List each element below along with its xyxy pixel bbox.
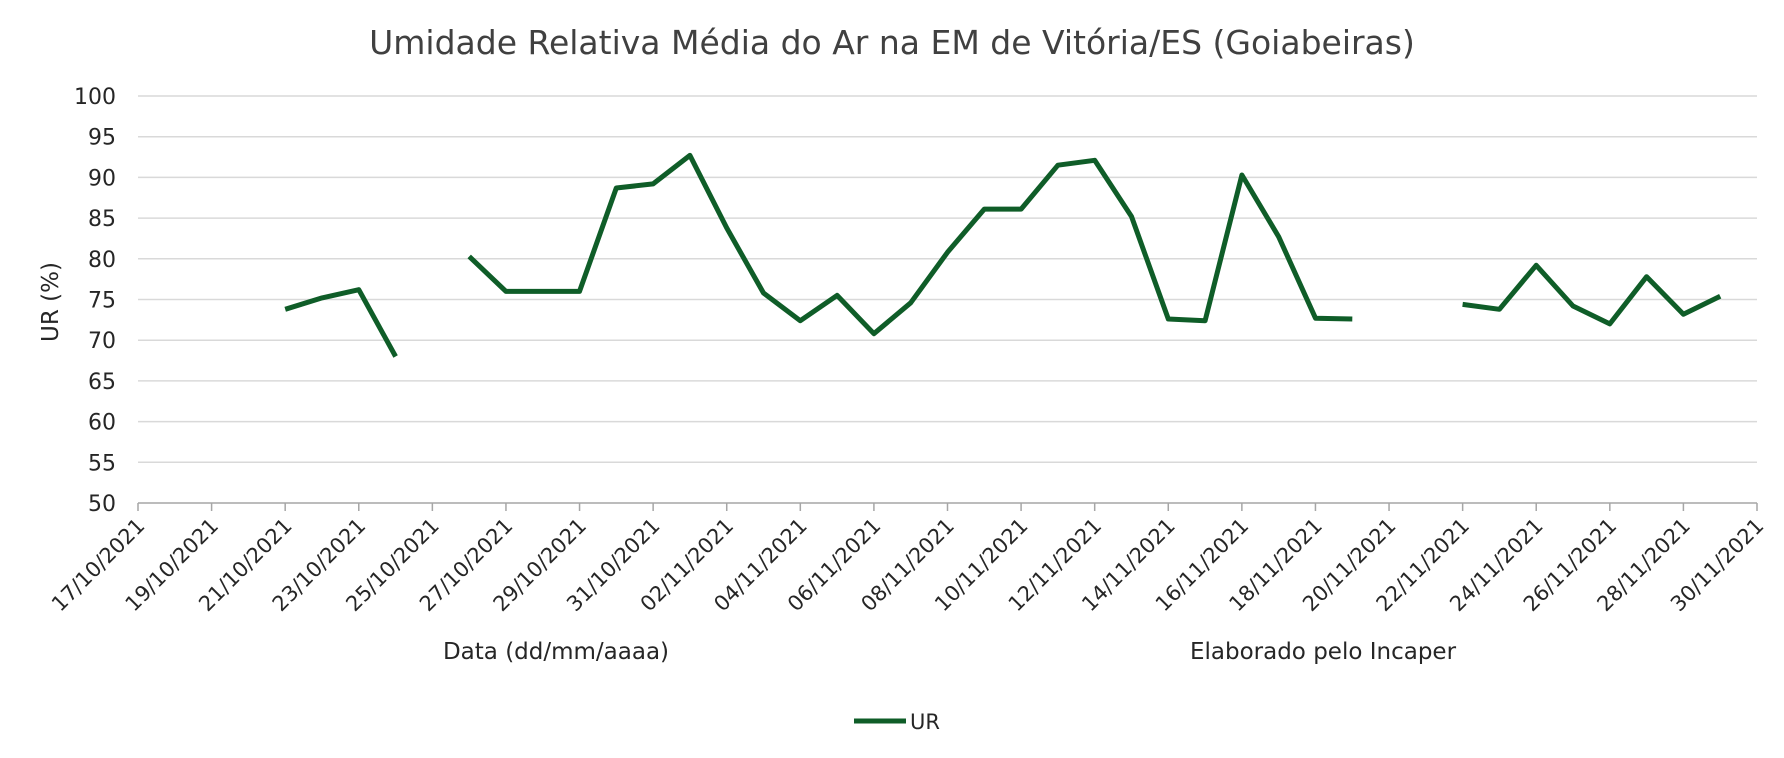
legend-label: UR [910, 710, 940, 734]
y-axis-label: UR (%) [38, 262, 64, 342]
series-line-segment [1462, 262, 1722, 327]
y-tick-label: 50 [88, 492, 116, 517]
y-tick-label: 65 [88, 370, 116, 395]
y-tick-label: 95 [88, 126, 116, 151]
y-tick-label: 70 [88, 329, 116, 354]
series-lines [284, 152, 1722, 358]
x-axis-ticks: 17/10/202119/10/202121/10/202123/10/2021… [47, 503, 1769, 616]
chart-title: Umidade Relativa Média do Ar na EM de Vi… [369, 23, 1415, 62]
y-tick-label: 90 [88, 166, 116, 191]
x-axis-label: Data (dd/mm/aaaa) [443, 639, 669, 665]
y-tick-label: 100 [74, 85, 116, 110]
series-line-segment [467, 152, 1353, 337]
gridlines [138, 95, 1757, 464]
legend: UR [854, 710, 940, 734]
series-line-segment [284, 287, 398, 358]
y-tick-label: 80 [88, 248, 116, 273]
y-tick-label: 55 [88, 451, 116, 476]
source-note: Elaborado pelo Incaper [1190, 639, 1457, 665]
y-tick-label: 60 [88, 411, 116, 436]
y-tick-label: 75 [88, 289, 116, 314]
y-axis-ticks: 100 95 90 85 80 75 70 65 60 55 50 [74, 85, 116, 517]
y-tick-label: 85 [88, 207, 116, 232]
